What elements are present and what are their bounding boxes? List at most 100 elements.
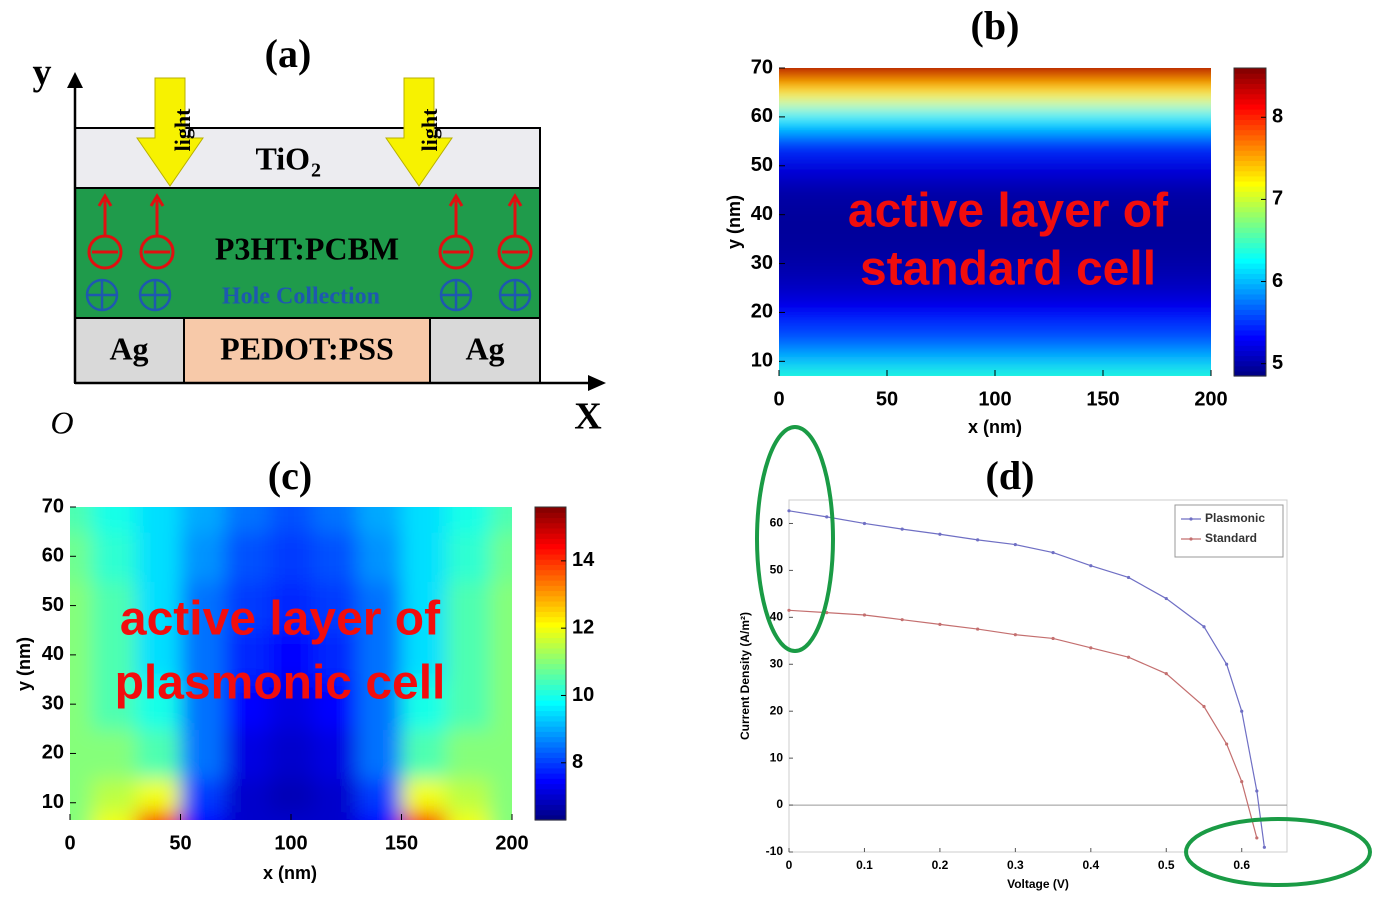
colorbar-tick-label: 14 [572, 549, 595, 571]
heat-cell [446, 532, 491, 582]
heat-cell [357, 532, 402, 582]
heat-cell [136, 532, 181, 582]
colorbar-segment [535, 653, 566, 659]
colorbar-segment [1234, 273, 1266, 279]
x-tick-label: 0.4 [1082, 858, 1099, 872]
colorbar-segment [535, 674, 566, 680]
heat-cell [181, 532, 226, 582]
heat-cell [402, 467, 447, 533]
colorbar-segment [535, 747, 566, 753]
colorbar-segment [535, 726, 566, 732]
y-tick-label: -10 [766, 844, 784, 858]
origin-label: O [50, 404, 73, 440]
heat-row [739, 85, 1251, 106]
series-marker [901, 527, 904, 530]
series-marker [1051, 637, 1054, 640]
colorbar-segment [1234, 289, 1266, 295]
colorbar-segment [1234, 135, 1266, 141]
colorbar-segment [535, 528, 566, 534]
colorbar-segment [535, 564, 566, 570]
colorbar-segment [1234, 99, 1266, 105]
y-tick-label: 40 [42, 643, 64, 665]
annotation: active layer of [120, 593, 441, 646]
layer-label: PEDOT:PSS [220, 330, 394, 366]
annotation: plasmonic cell [115, 657, 446, 710]
colorbar-segment [535, 721, 566, 727]
colorbar-segment [535, 669, 566, 675]
heat-cell [269, 778, 314, 812]
colorbar-segment [1234, 171, 1266, 177]
colorbar-segment [535, 637, 566, 643]
colorbar-segment [1234, 217, 1266, 223]
x-tick-label: 50 [169, 832, 191, 854]
heat-cell [357, 729, 402, 779]
layer-label: Ag [465, 330, 504, 366]
x-tick-label: 0.1 [856, 858, 873, 872]
colorbar-segment [535, 512, 566, 518]
heat-cell [313, 778, 358, 812]
y-tick-label: 50 [42, 594, 64, 616]
heat-cell [92, 532, 137, 582]
colorbar-segment [1234, 222, 1266, 228]
legend-swatch [1189, 517, 1192, 520]
colorbar-segment [1234, 155, 1266, 161]
layer-label: Hole Collection [222, 284, 380, 310]
colorbar-segment [1234, 314, 1266, 320]
heat-row [739, 300, 1251, 325]
colorbar-segment [1234, 207, 1266, 213]
colorbar-segment [535, 804, 566, 810]
colorbar-segment [1234, 258, 1266, 264]
x-tick-label: 0 [786, 858, 793, 872]
colorbar-segment [535, 538, 566, 544]
heat-row [739, 325, 1251, 350]
series-marker [1165, 597, 1168, 600]
panel-title: (c) [268, 453, 312, 498]
colorbar-segment [1234, 191, 1266, 197]
y-tick-label: 60 [770, 516, 784, 530]
heat-cell [181, 467, 226, 533]
panel-title: (d) [986, 453, 1035, 498]
heat-cell [92, 729, 137, 779]
heat-row [739, 105, 1251, 130]
colorbar-segment [1234, 366, 1266, 372]
colorbar-segment [535, 799, 566, 805]
colorbar-segment [535, 705, 566, 711]
colorbar-segment [535, 794, 566, 800]
colorbar-tick-label: 8 [1272, 106, 1283, 128]
series-marker [1240, 780, 1243, 783]
y-tick-label: 20 [751, 301, 773, 323]
x-tick-label: 0.6 [1233, 858, 1250, 872]
colorbar-segment [535, 575, 566, 581]
colorbar-segment [535, 617, 566, 623]
colorbar-segment [1234, 201, 1266, 207]
colorbar-segment [1234, 104, 1266, 110]
heat-cell [136, 729, 181, 779]
series-marker [1225, 742, 1228, 745]
heat-cell [402, 532, 447, 582]
arrowhead [588, 375, 606, 391]
colorbar-segment [1234, 232, 1266, 238]
series-marker [938, 623, 941, 626]
series-marker [1165, 672, 1168, 675]
y-tick-label: 40 [770, 610, 784, 624]
series-marker [938, 533, 941, 536]
heat-cell [225, 778, 270, 812]
colorbar-tick-label: 6 [1272, 270, 1283, 292]
heat-cell [181, 778, 226, 812]
heat-cell [446, 680, 491, 730]
colorbar-segment [535, 622, 566, 628]
colorbar-segment [1234, 186, 1266, 192]
series-marker [1014, 543, 1017, 546]
colorbar-segment [535, 731, 566, 737]
colorbar-segment [1234, 263, 1266, 269]
heat-row [739, 349, 1251, 370]
colorbar-segment [1234, 119, 1266, 125]
panel-title: (b) [971, 3, 1020, 48]
y-tick-label: 70 [42, 495, 64, 517]
series-marker [1089, 564, 1092, 567]
heat-cell [446, 467, 491, 533]
y-axis-label: y (nm) [14, 637, 34, 691]
colorbar-segment [1234, 325, 1266, 331]
y-tick-label: 20 [42, 742, 64, 764]
heat-cell [446, 581, 491, 631]
